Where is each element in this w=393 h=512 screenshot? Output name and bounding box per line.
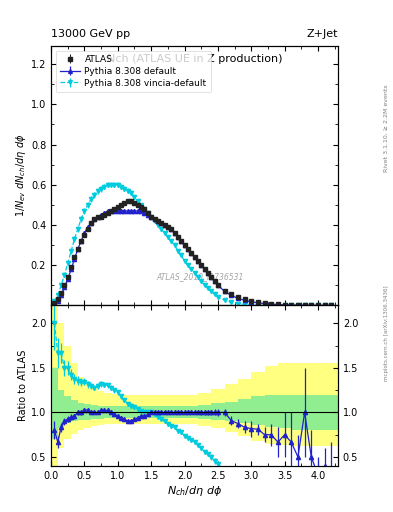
Text: ATLAS_2019_I1736531: ATLAS_2019_I1736531 <box>156 272 244 282</box>
Y-axis label: Ratio to ATLAS: Ratio to ATLAS <box>18 350 28 421</box>
Text: 13000 GeV pp: 13000 GeV pp <box>51 29 130 39</box>
Text: Z+Jet: Z+Jet <box>307 29 338 39</box>
Text: Rivet 3.1.10, ≥ 2.2M events: Rivet 3.1.10, ≥ 2.2M events <box>384 84 389 172</box>
Text: Nch (ATLAS UE in Z production): Nch (ATLAS UE in Z production) <box>107 54 282 64</box>
Y-axis label: $1/N_{ev}\ dN_{ch}/d\eta\ d\phi$: $1/N_{ev}\ dN_{ch}/d\eta\ d\phi$ <box>14 134 28 218</box>
Legend: ATLAS, Pythia 8.308 default, Pythia 8.308 vincia-default: ATLAS, Pythia 8.308 default, Pythia 8.30… <box>55 51 211 92</box>
Text: mcplots.cern.ch [arXiv:1306.3436]: mcplots.cern.ch [arXiv:1306.3436] <box>384 285 389 380</box>
X-axis label: $N_{ch}/d\eta\ d\phi$: $N_{ch}/d\eta\ d\phi$ <box>167 483 222 498</box>
